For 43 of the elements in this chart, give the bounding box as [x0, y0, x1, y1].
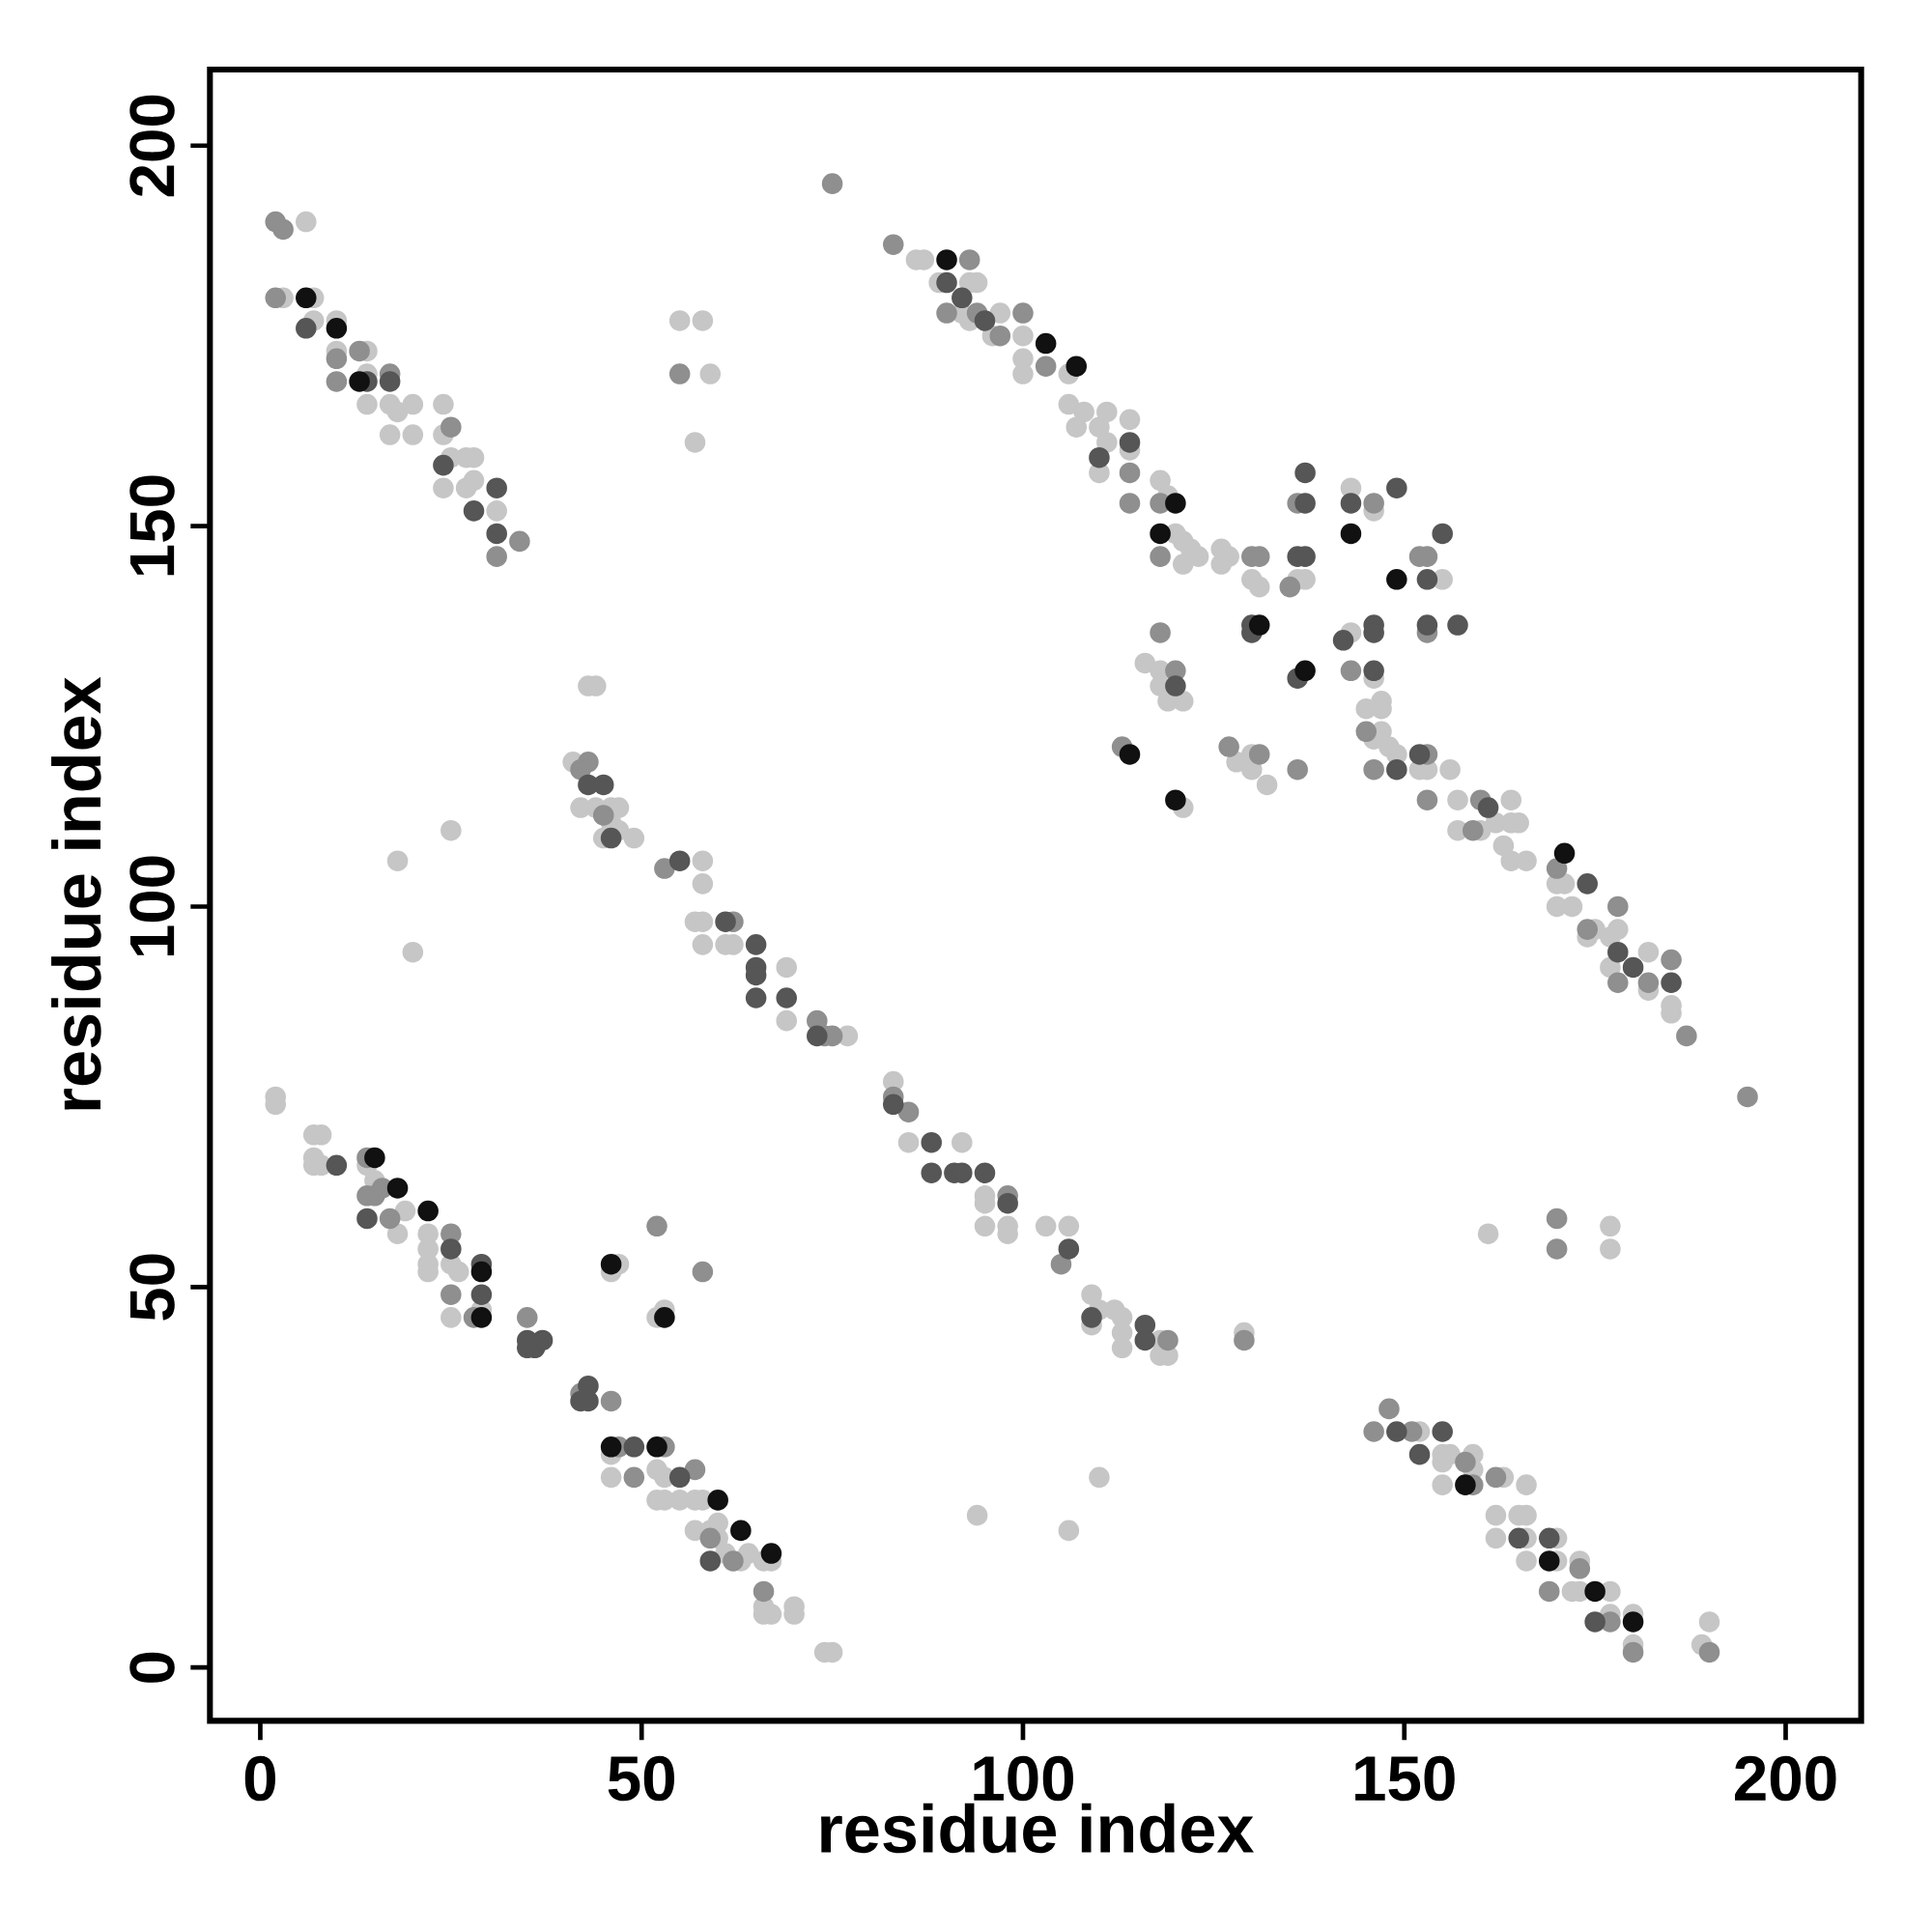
point	[326, 318, 348, 339]
point	[1065, 355, 1088, 377]
x-tick-label: 200	[1735, 1755, 1836, 1802]
point	[1340, 523, 1362, 545]
point	[1165, 493, 1186, 514]
point	[600, 1435, 622, 1458]
point	[1150, 523, 1171, 545]
point	[296, 287, 317, 309]
point	[1622, 1611, 1644, 1633]
point	[1538, 1550, 1560, 1572]
x-axis-title: residue index	[821, 1803, 1255, 1854]
point	[654, 1307, 675, 1328]
y-tick-label: 200	[129, 95, 175, 197]
point	[646, 1435, 668, 1458]
y-tick-label: 50	[129, 1254, 175, 1321]
point	[1455, 1474, 1476, 1495]
point	[1294, 660, 1316, 682]
y-tick-label: 150	[129, 475, 175, 576]
point	[364, 1147, 385, 1169]
point	[470, 1307, 493, 1328]
x-tick-label: 0	[244, 1755, 276, 1802]
point	[1248, 614, 1270, 636]
point	[707, 1490, 728, 1511]
point	[1584, 1580, 1605, 1603]
point	[730, 1520, 752, 1542]
point	[417, 1200, 439, 1222]
point	[600, 1253, 622, 1275]
point	[1386, 568, 1407, 590]
point	[1035, 332, 1057, 355]
y-tick-label: 0	[129, 1652, 175, 1683]
point	[470, 1261, 493, 1283]
y-axis-title: residue index	[51, 676, 101, 1110]
x-tick-label: 150	[1355, 1755, 1455, 1802]
point	[1165, 789, 1186, 810]
point	[1553, 842, 1576, 865]
point	[1119, 744, 1141, 765]
x-tick-label: 100	[974, 1755, 1073, 1802]
point	[349, 371, 370, 392]
x-tick-label: 50	[608, 1755, 674, 1802]
y-tick-label: 100	[129, 856, 175, 956]
point	[386, 1178, 409, 1199]
point	[936, 249, 957, 270]
point	[760, 1543, 782, 1564]
